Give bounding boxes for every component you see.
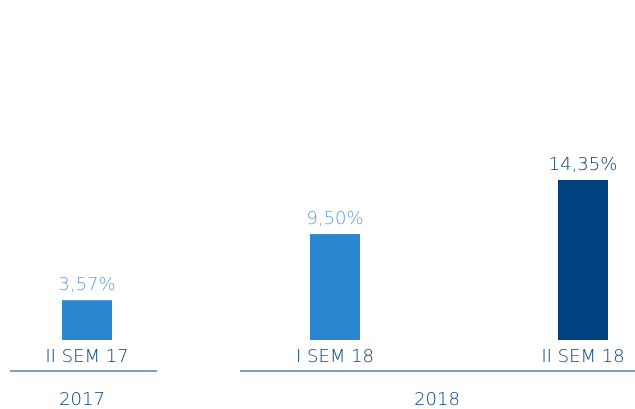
group-label: 2018: [414, 389, 460, 409]
group-label: 2017: [59, 389, 105, 409]
bar: [62, 300, 112, 340]
value-label: 9,50%: [306, 208, 363, 229]
value-label: 14,35%: [549, 154, 618, 175]
value-label: 3,57%: [58, 274, 115, 295]
bar: [310, 234, 360, 340]
category-label: II SEM 17: [45, 346, 128, 367]
category-label: I SEM 18: [296, 346, 374, 367]
category-label: II SEM 18: [541, 346, 624, 367]
bar: [558, 180, 608, 340]
